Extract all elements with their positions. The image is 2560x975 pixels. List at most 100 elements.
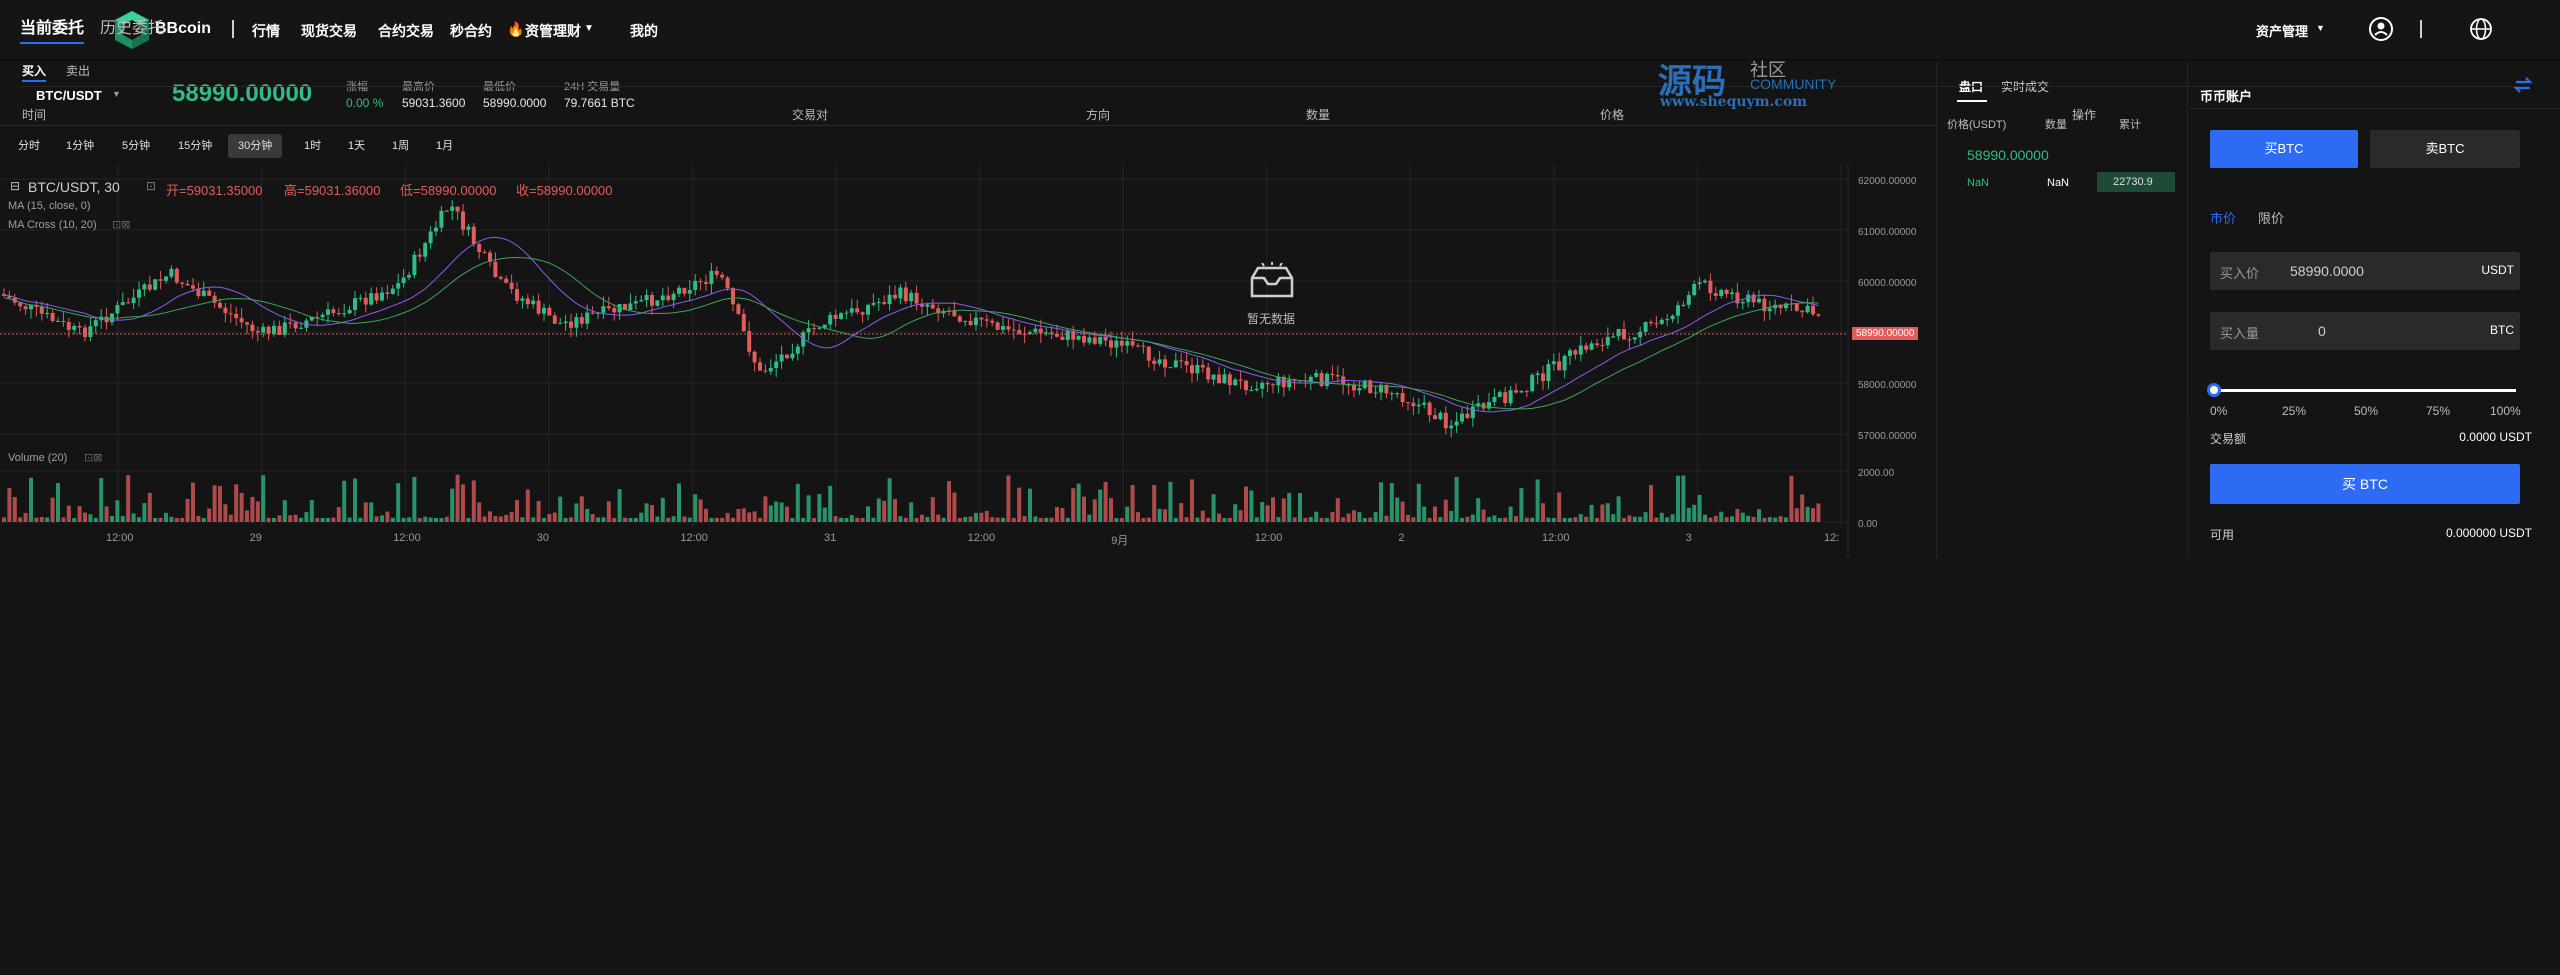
volume-bar <box>801 517 806 522</box>
tab-trades[interactable]: 实时成交 <box>2001 80 2050 94</box>
volume-bar <box>1082 496 1086 522</box>
globe-icon[interactable] <box>2468 16 2494 42</box>
legend-collapse-icon[interactable]: ⊟ <box>10 179 21 193</box>
volume-bar <box>239 492 244 522</box>
interval-1h[interactable]: 1时 <box>304 140 322 152</box>
interval-1mo[interactable]: 1月 <box>436 140 454 152</box>
candle-body <box>1492 396 1497 402</box>
volume-bar <box>1605 503 1610 522</box>
volume-bar <box>839 517 843 522</box>
volume-bar <box>1195 517 1200 522</box>
subtab-buy[interactable]: 买入 <box>22 64 47 78</box>
ma-cross-line <box>3 256 1819 410</box>
user-icon[interactable] <box>2368 16 2394 42</box>
slider-mark[interactable]: 75% <box>2426 404 2451 418</box>
kline-svg[interactable] <box>0 164 1936 558</box>
candle-body <box>223 307 228 314</box>
candle-body <box>1595 343 1599 345</box>
volume-bar <box>245 510 249 522</box>
volume-bar <box>131 513 136 522</box>
interval-1m[interactable]: 1分钟 <box>66 140 95 152</box>
kline-chart[interactable]: ⊟ BTC/USDT, 30 ⊡ 开=59031.35000 高=59031.3… <box>0 164 1936 558</box>
candle-body <box>293 322 298 329</box>
qty-field[interactable]: 买入量 0 BTC <box>2210 312 2520 350</box>
candle-body <box>1325 373 1329 387</box>
candle-body <box>1195 364 1200 374</box>
candle-body <box>1103 336 1108 341</box>
order-type-market[interactable]: 市价 <box>2210 211 2237 226</box>
volume-settings-icon[interactable]: ⊡⊠ <box>84 452 103 464</box>
chevron-down-icon[interactable]: ▼ <box>2316 23 2325 33</box>
volume-bar <box>828 485 833 522</box>
interval-5m[interactable]: 5分钟 <box>122 140 151 152</box>
slider-mark[interactable]: 0% <box>2210 404 2228 418</box>
stat-change-value: 0.00 % <box>346 96 384 110</box>
candle-body <box>1751 294 1756 303</box>
candle-body <box>1119 340 1124 346</box>
interval-30m[interactable]: 30分钟 <box>228 134 283 158</box>
chevron-down-icon[interactable]: ▼ <box>112 89 121 99</box>
stat-volume-value: 79.7661 BTC <box>564 96 635 110</box>
volume-bar <box>1244 486 1248 522</box>
sell-tab[interactable]: 卖BTC <box>2370 130 2520 168</box>
volume-bar <box>909 502 914 522</box>
swap-icon[interactable] <box>2512 74 2534 96</box>
ma-line <box>3 236 1819 413</box>
price-field-value[interactable]: 58990.0000 <box>2290 263 2364 279</box>
buy-tab[interactable]: 买BTC <box>2210 130 2358 168</box>
slider-mark[interactable]: 50% <box>2354 404 2379 418</box>
slider-mark[interactable]: 25% <box>2282 404 2307 418</box>
amount-slider-handle[interactable] <box>2207 383 2221 397</box>
interval-1w[interactable]: 1周 <box>392 140 410 152</box>
volume-bar <box>768 505 773 522</box>
empty-box-icon <box>1250 262 1294 298</box>
tab-orderbook[interactable]: 盘口 <box>1959 80 1984 94</box>
qty-field-value[interactable]: 0 <box>2318 323 2326 339</box>
brand-name[interactable]: BBcoin <box>155 20 211 37</box>
volume-bar <box>39 517 44 522</box>
interval-15m[interactable]: 15分钟 <box>178 140 213 152</box>
slider-mark[interactable]: 100% <box>2490 404 2521 418</box>
indicator-settings-icon[interactable]: ⊡⊠ <box>112 219 131 231</box>
pair-selector[interactable]: BTC/USDT <box>36 88 102 103</box>
order-type-limit[interactable]: 限价 <box>2258 211 2285 226</box>
volume-bar <box>1152 485 1157 522</box>
amount-slider-track[interactable] <box>2214 389 2516 392</box>
volume-bar <box>1292 517 1297 522</box>
volume-bar <box>952 492 957 522</box>
candle-body <box>1767 308 1772 312</box>
volume-bar <box>434 517 438 522</box>
candle-body <box>315 316 320 318</box>
candle-body <box>488 252 492 262</box>
price-field[interactable]: 买入价 58990.0000 USDT <box>2210 252 2520 290</box>
nav-spot[interactable]: 现货交易 <box>301 23 357 39</box>
nav-seconds[interactable]: 秒合约 <box>450 23 492 39</box>
tab-history-orders[interactable]: 历史委托 <box>100 20 165 37</box>
candle-body <box>1406 402 1410 404</box>
candle-body <box>207 290 212 296</box>
volume-bar <box>1271 497 1275 522</box>
nav-mine[interactable]: 我的 <box>630 23 658 39</box>
interval-tick[interactable]: 分时 <box>18 140 40 152</box>
candle-body <box>191 285 195 289</box>
settings-icon[interactable]: ⊡ <box>146 179 157 193</box>
nav-futures[interactable]: 合约交易 <box>378 23 434 39</box>
asset-mgmt-menu[interactable]: 资产管理 <box>2256 24 2309 39</box>
interval-1d[interactable]: 1天 <box>348 140 366 152</box>
ob-row-price[interactable]: NaN <box>1967 177 1990 189</box>
nav-wealth[interactable]: 资管理财 <box>525 23 581 39</box>
candle-body <box>450 206 455 211</box>
chevron-down-icon[interactable]: ▼ <box>584 23 594 34</box>
volume-bar <box>930 497 935 522</box>
ob-row-total[interactable]: 22730.9 <box>2113 176 2153 188</box>
nav-market[interactable]: 行情 <box>252 23 280 39</box>
candle-body <box>617 303 622 313</box>
brand-logo-icon[interactable] <box>110 8 154 52</box>
buy-submit-button[interactable]: 买 BTC <box>2210 464 2520 504</box>
volume-bar <box>1757 509 1761 522</box>
subtab-sell[interactable]: 卖出 <box>66 64 91 78</box>
price-field-label: 买入价 <box>2220 266 2260 281</box>
tab-current-orders[interactable]: 当前委托 <box>20 20 85 37</box>
volume-bar <box>1103 482 1108 522</box>
ob-row-qty[interactable]: NaN <box>2047 177 2070 189</box>
